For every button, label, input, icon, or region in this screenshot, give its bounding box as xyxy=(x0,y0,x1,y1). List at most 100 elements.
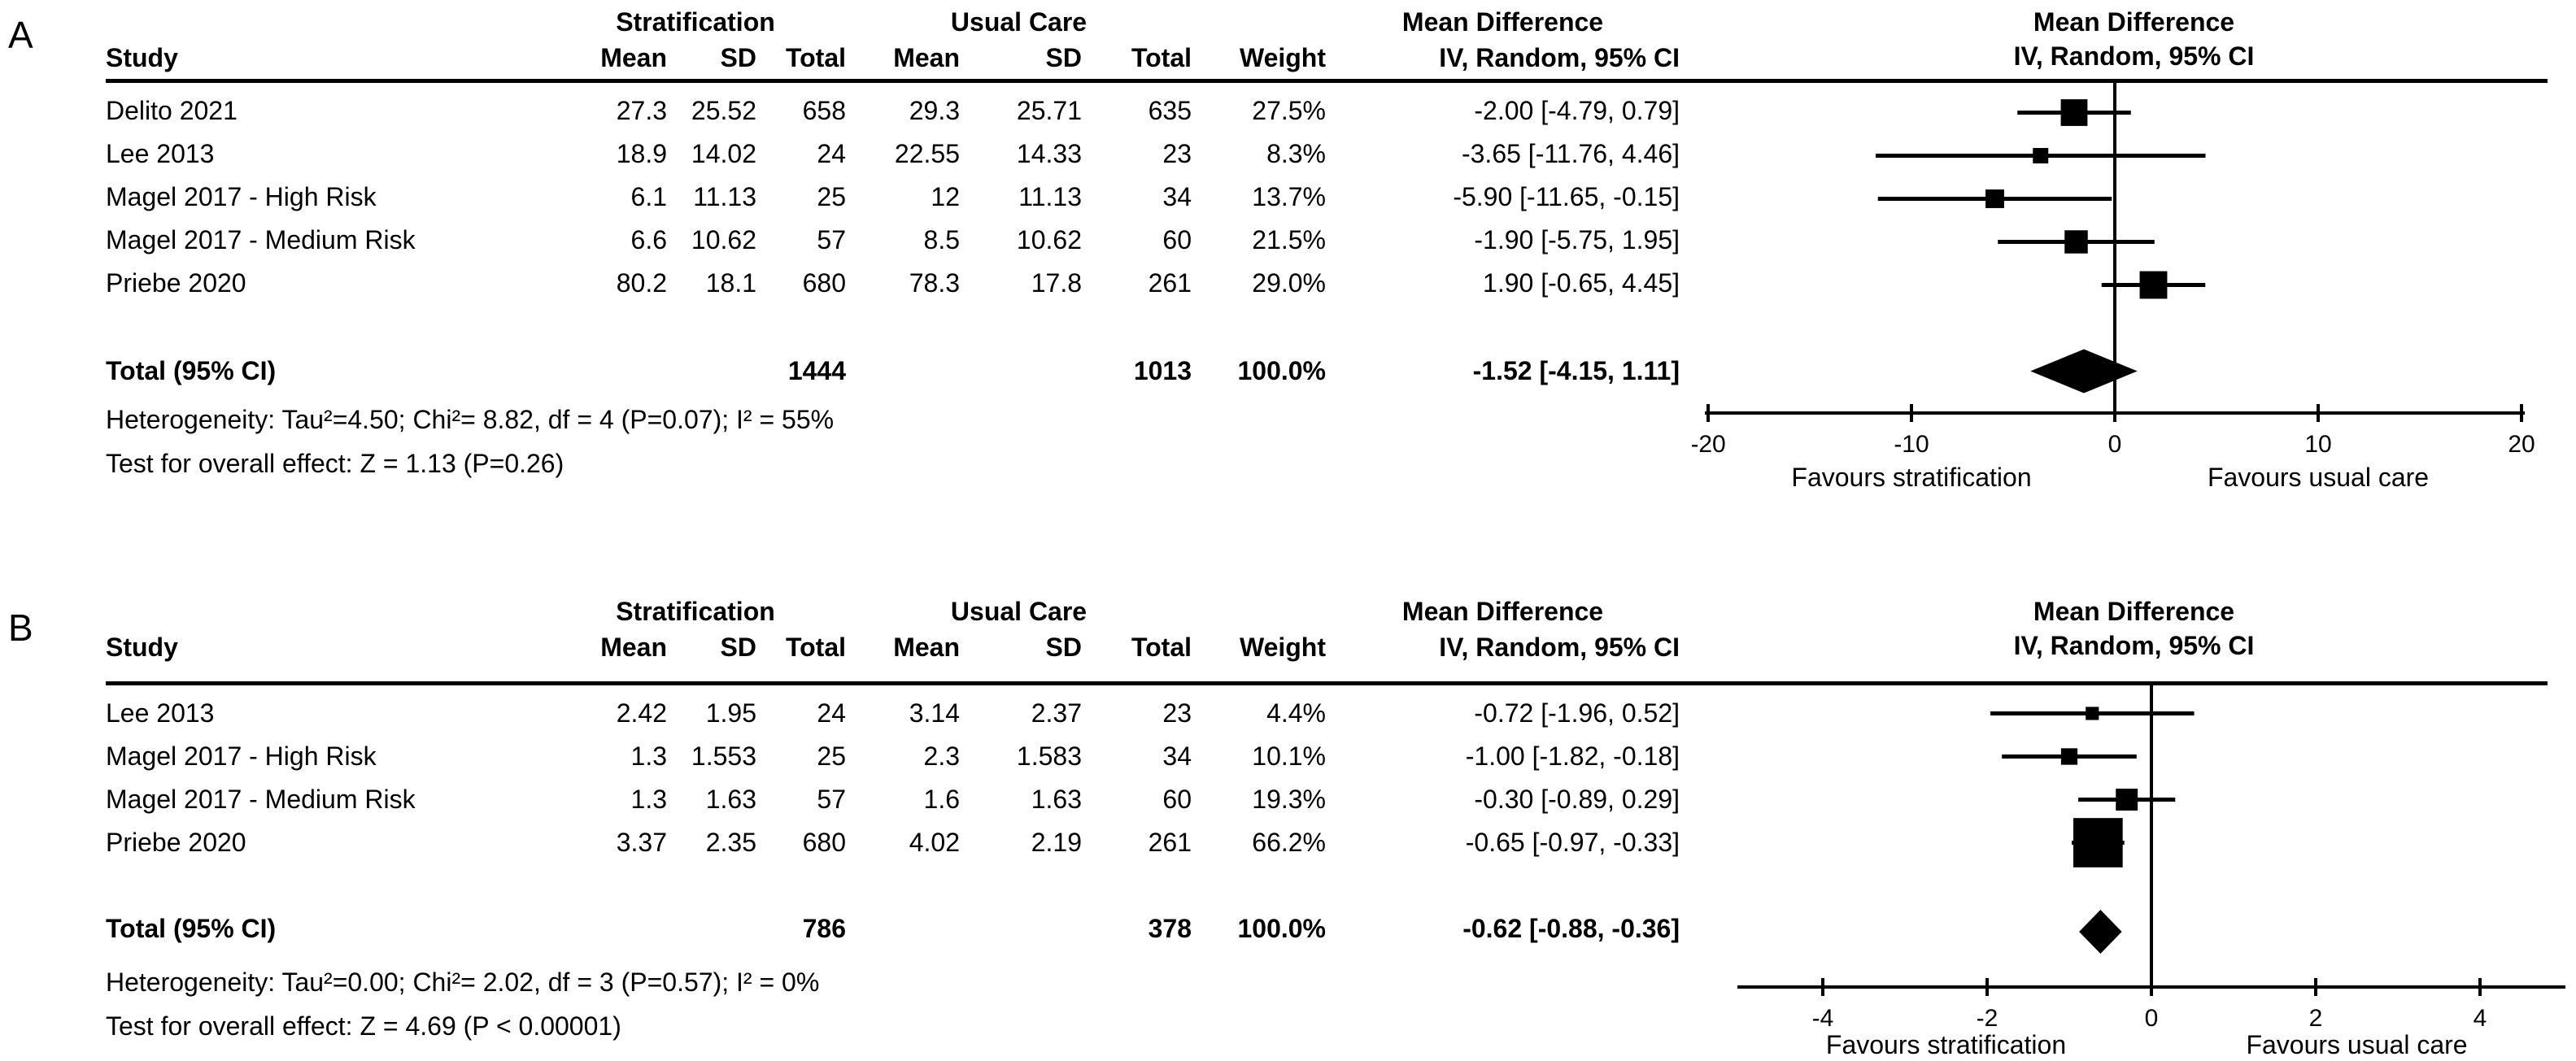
total-column-header: Total xyxy=(785,43,846,72)
tick-label: 20 xyxy=(2508,431,2535,458)
cell-md: -0.72 [-1.96, 0.52] xyxy=(1474,698,1680,728)
cell-total1: 57 xyxy=(817,785,846,814)
plot-header: Mean Difference IV, Random, 95% CI xyxy=(1692,594,2576,663)
cell-sd2: 17.8 xyxy=(1031,268,1082,298)
cell-total2: 261 xyxy=(1148,828,1192,857)
stratification-group-header: Stratification xyxy=(616,7,775,37)
tick-label: 0 xyxy=(2108,431,2122,458)
sd-column-header: SD xyxy=(1045,633,1082,662)
cell-total1: 658 xyxy=(802,96,846,125)
cell-weight: 29.0% xyxy=(1252,268,1326,298)
cell-mean2: 8.5 xyxy=(923,225,960,254)
cell-md: -2.00 [-4.79, 0.79] xyxy=(1474,96,1680,125)
cell-total1: 25 xyxy=(817,741,846,771)
cell-study: Priebe 2020 xyxy=(106,268,246,298)
effect-column-header: IV, Random, 95% CI xyxy=(1439,633,1680,662)
cell-weight: 8.3% xyxy=(1266,139,1326,168)
cell-weight: 4.4% xyxy=(1266,698,1326,728)
study-row: Magel 2017 - High Risk 6.1 11.13 25 12 11.13 3… xyxy=(106,176,1680,219)
total-effect: -1.52 [-4.15, 1.11] xyxy=(1472,356,1680,385)
cell-sd2: 2.37 xyxy=(1031,698,1082,728)
study-column-header: Study xyxy=(106,633,178,662)
cell-sd1: 10.62 xyxy=(691,225,756,254)
group-header-row: Stratification Usual Care Mean Differenc… xyxy=(106,594,1680,628)
cell-total1: 680 xyxy=(802,268,846,298)
mean-column-header: Mean xyxy=(893,43,960,72)
cell-total2: 34 xyxy=(1162,182,1192,211)
cell-sd2: 2.19 xyxy=(1031,828,1082,857)
cell-mean2: 3.14 xyxy=(909,698,960,728)
study-row: Magel 2017 - Medium Risk 6.6 10.62 57 8.5 10.… xyxy=(106,219,1680,262)
cell-study: Priebe 2020 xyxy=(106,828,246,857)
column-header-row: Study Mean SD Total Mean SD Total Weight… xyxy=(106,41,1680,75)
mean-difference-group-header: Mean Difference xyxy=(1401,7,1604,37)
summary-diamond xyxy=(2079,910,2122,954)
cell-sd1: 18.1 xyxy=(705,268,756,298)
effect-square xyxy=(2060,99,2088,126)
usual-care-group-header: Usual Care xyxy=(950,7,1087,37)
total-n-control: 1013 xyxy=(1133,356,1192,385)
cell-sd2: 10.62 xyxy=(1016,225,1082,254)
sd-column-header: SD xyxy=(720,633,756,662)
mean-column-header: Mean xyxy=(893,633,960,662)
summary-diamond xyxy=(2030,349,2138,394)
cell-weight: 27.5% xyxy=(1252,96,1326,125)
study-row: Lee 2013 2.42 1.95 24 3.14 2.37 23 4.4% -0.72 [-… xyxy=(106,692,1680,735)
cell-sd1: 25.52 xyxy=(691,96,756,125)
effect-square xyxy=(2064,230,2088,254)
tick-label: -4 xyxy=(1812,1005,1834,1032)
total-effect: -0.62 [-0.88, -0.36] xyxy=(1462,914,1680,943)
mean-column-header: Mean xyxy=(600,633,667,662)
cell-sd1: 1.63 xyxy=(705,785,756,814)
weight-column-header: Weight xyxy=(1239,43,1326,72)
heterogeneity-text: Heterogeneity: Tau²=0.00; Chi²= 2.02, df… xyxy=(106,968,820,997)
cell-md: -5.90 [-11.65, -0.15] xyxy=(1453,182,1680,211)
plot-subtitle: IV, Random, 95% CI xyxy=(2013,41,2255,71)
effect-square xyxy=(2086,707,2099,720)
cell-mean1: 6.6 xyxy=(630,225,667,254)
column-header-row: Study Mean SD Total Mean SD Total Weight… xyxy=(106,630,1680,664)
header-rule xyxy=(106,681,2548,685)
cell-sd1: 1.95 xyxy=(705,698,756,728)
panel-b-label: B xyxy=(8,607,33,649)
mean-column-header: Mean xyxy=(600,43,667,72)
cell-total2: 34 xyxy=(1162,741,1192,771)
total-row: Total (95% CI) 1444 1013 100.0% -1.52 [-… xyxy=(106,350,1680,393)
cell-total2: 261 xyxy=(1148,268,1192,298)
panel-b: B Stratification Usual Care Mean Differe… xyxy=(0,531,2576,1061)
cell-sd1: 1.553 xyxy=(691,741,756,771)
cell-mean1: 2.42 xyxy=(616,698,667,728)
cell-total1: 680 xyxy=(802,828,846,857)
study-row: Priebe 2020 80.2 18.1 680 78.3 17.8 261 29.0% 1.… xyxy=(106,262,1680,305)
cell-md: 1.90 [-0.65, 4.45] xyxy=(1483,268,1680,298)
plot-title: Mean Difference xyxy=(2033,7,2235,37)
header-rule xyxy=(106,79,2548,83)
cell-study: Lee 2013 xyxy=(106,139,215,168)
heterogeneity-text: Heterogeneity: Tau²=4.50; Chi²= 8.82, df… xyxy=(106,405,835,434)
cell-study: Lee 2013 xyxy=(106,698,215,728)
cell-mean1: 80.2 xyxy=(616,268,667,298)
cell-md: -0.30 [-0.89, 0.29] xyxy=(1474,785,1680,814)
cell-mean2: 12 xyxy=(931,182,960,211)
study-row: Priebe 2020 3.37 2.35 680 4.02 2.19 261 66.2% -0… xyxy=(106,821,1680,864)
effect-square xyxy=(2033,148,2049,163)
cell-mean2: 1.6 xyxy=(923,785,960,814)
study-row: Magel 2017 - Medium Risk 1.3 1.63 57 1.6 1.63… xyxy=(106,778,1680,821)
cell-total2: 60 xyxy=(1162,785,1192,814)
cell-weight: 10.1% xyxy=(1252,741,1326,771)
cell-study: Magel 2017 - Medium Risk xyxy=(106,785,416,814)
cell-mean2: 2.3 xyxy=(923,741,960,771)
favours-right-label: Favours usual care xyxy=(2208,463,2429,492)
cell-total2: 60 xyxy=(1162,225,1192,254)
study-row: Magel 2017 - High Risk 1.3 1.553 25 2.3 1.583… xyxy=(106,735,1680,778)
total-column-header: Total xyxy=(785,633,846,662)
sd-column-header: SD xyxy=(1045,43,1082,72)
effect-square xyxy=(2060,748,2078,765)
total-n-treatment: 786 xyxy=(802,914,846,943)
cell-md: -1.90 [-5.75, 1.95] xyxy=(1474,225,1680,254)
cell-weight: 19.3% xyxy=(1252,785,1326,814)
cell-sd2: 1.583 xyxy=(1016,741,1082,771)
cell-mean2: 22.55 xyxy=(894,139,960,168)
effect-square xyxy=(2073,818,2123,867)
